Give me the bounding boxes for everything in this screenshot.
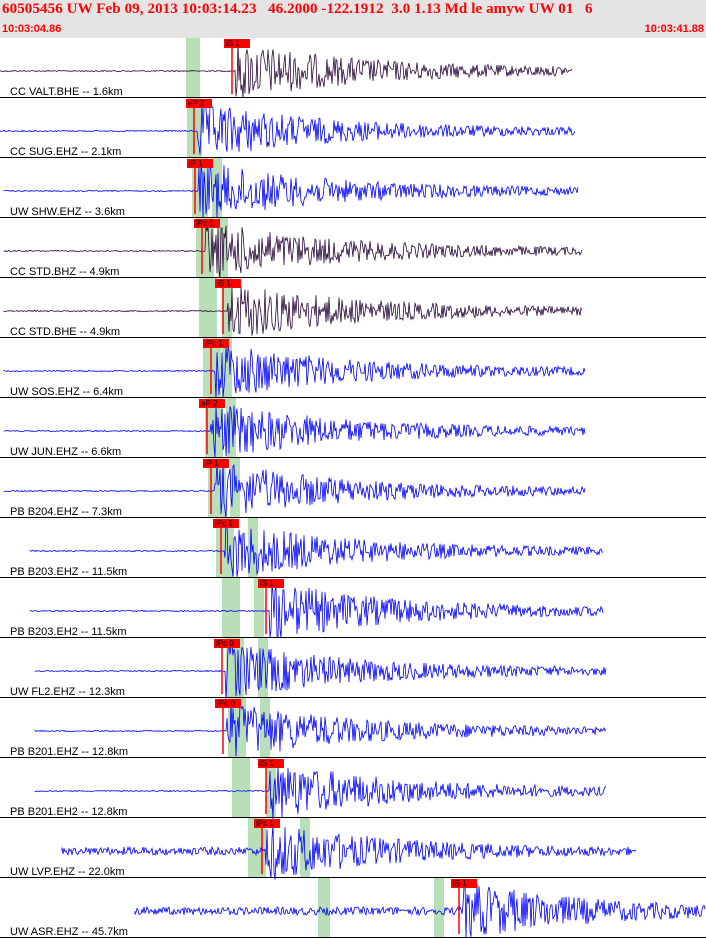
pick-label: iS 1 [260,759,274,768]
trace-row[interactable]: iP 1 UW SHW.EHZ -- 3.6km [0,158,706,219]
pick-tag[interactable] [254,819,280,828]
pick-tag[interactable] [215,699,241,708]
pick-label: eP 2 [188,99,205,108]
trace-row[interactable]: iS 1 PB B203.EH2 -- 11.5km [0,578,706,639]
station-label: CC VALT.BHE -- 1.6km [10,86,123,98]
waveform [34,641,607,701]
station-label: PB B201.EHZ -- 12.8km [10,746,128,758]
seismogram-panel[interactable]: iS 1 CC VALT.BHE -- 1.6km eP 2 CC SUG.EHZ -… [0,38,706,938]
s-window [254,578,264,638]
station-label: UW ASR.EHZ -- 45.7km [10,926,128,938]
station-label: CC STD.BHZ -- 4.9km [10,266,119,278]
waveform [3,404,586,459]
station-label: UW SHW.EHZ -- 3.6km [10,206,125,218]
pick-label: iPc 1 [196,219,214,228]
station-label: CC SUG.EHZ -- 2.1km [10,146,121,158]
pick-tag[interactable] [215,279,241,288]
event-title: 60505456 UW Feb 09, 2013 10:03:14.23 46.… [2,1,593,17]
trace-row[interactable]: iS 1 CC VALT.BHE -- 1.6km [0,38,706,98]
trace-row[interactable]: iPc 0 PB B201.EHZ -- 12.8km [0,698,706,758]
pick-tag[interactable] [451,879,477,888]
station-label: UW SOS.EHZ -- 6.4km [10,386,123,398]
title-bar: 60505456 UW Feb 09, 2013 10:03:14.23 46.… [0,0,706,38]
pick-label: iS 1 [453,879,467,888]
pick-tag[interactable] [213,519,239,528]
s-window [218,218,228,278]
station-label: PB B201.EH2 -- 12.8km [10,806,127,818]
time-start-label: 10:03:04.86 [2,23,62,35]
waveform [3,462,586,520]
trace-row[interactable]: iP 1 PB B204.EHZ -- 7.3km [0,458,706,520]
waveform [134,881,706,938]
pick-label: iS 1 [217,279,231,288]
pick-label: iP 1 [205,459,219,468]
waveform [0,101,576,155]
pick-tag[interactable] [258,579,284,588]
pick-tag[interactable] [203,459,229,468]
pick-label: iS 1 [226,39,240,48]
station-label: UW FL2.EHZ -- 12.3km [10,686,125,698]
waveform [3,165,579,219]
s-window [222,338,232,398]
trace-row[interactable]: iPc 0 UW FL2.EHZ -- 12.3km [0,638,706,701]
pick-label: iPc 0 [216,639,234,648]
station-label: UW JUN.EHZ -- 6.6km [10,446,121,458]
trace-row[interactable]: iS 1 PB B201.EH2 -- 12.8km [0,758,706,820]
trace-row[interactable]: iS 1 UW ASR.EHZ -- 45.7km [0,878,706,938]
s-window [212,158,222,218]
waveform [34,765,607,820]
p-window [186,38,200,98]
trace-row[interactable]: iS 1 CC STD.BHE -- 4.9km [0,278,706,338]
p-window [205,398,223,458]
trace-row[interactable]: iPc 1 UW LVP.EHZ -- 22.0km [0,818,706,880]
waveform [3,222,583,279]
pick-label: eP 2 [201,399,218,408]
s-window [258,638,268,698]
trace-row[interactable]: iPc 1 UW SOS.EHZ -- 6.4km [0,338,706,401]
p-window [222,578,240,638]
p-window [199,278,217,338]
pick-tag[interactable] [194,219,220,228]
pick-tag[interactable] [187,159,213,168]
pick-tag[interactable] [199,399,225,408]
trace-row[interactable]: iPc 1 CC STD.BHZ -- 4.9km [0,218,706,279]
p-window [318,878,330,938]
pick-label: iPc 1 [256,819,274,828]
pick-tag[interactable] [186,99,212,108]
p-window [232,758,250,818]
pick-tag[interactable] [224,39,250,48]
s-window [434,878,444,938]
station-label: PB B204.EHZ -- 7.3km [10,506,122,518]
pick-tag[interactable] [203,339,229,348]
trace-row[interactable]: eP 2 CC SUG.EHZ -- 2.1km [0,98,706,158]
pick-label: iP 1 [189,159,203,168]
s-window [266,758,276,818]
pick-label: iPc 0 [217,699,235,708]
waveform [0,41,573,98]
waveform [29,580,604,639]
waveform [61,824,637,880]
trace-row[interactable]: eP 2 UW JUN.EHZ -- 6.6km [0,398,706,459]
s-window [222,278,232,338]
time-end-label: 10:03:41.88 [644,23,704,35]
waveform [3,286,583,336]
station-label: PB B203.EH2 -- 11.5km [10,626,127,638]
station-label: UW LVP.EHZ -- 22.0km [10,866,125,878]
pick-label: iS 1 [260,579,274,588]
s-window [226,398,236,458]
waveform [29,519,604,577]
station-label: CC STD.BHE -- 4.9km [10,326,120,338]
pick-tag[interactable] [214,639,240,648]
waveform [3,347,586,401]
trace-row[interactable]: iPc 1 PB B203.EHZ -- 11.5km [0,518,706,578]
waveform [34,700,607,757]
station-label: PB B203.EHZ -- 11.5km [10,566,127,578]
pick-tag[interactable] [258,759,284,768]
pick-label: iPc 1 [205,339,223,348]
pick-label: iPc 1 [215,519,233,528]
